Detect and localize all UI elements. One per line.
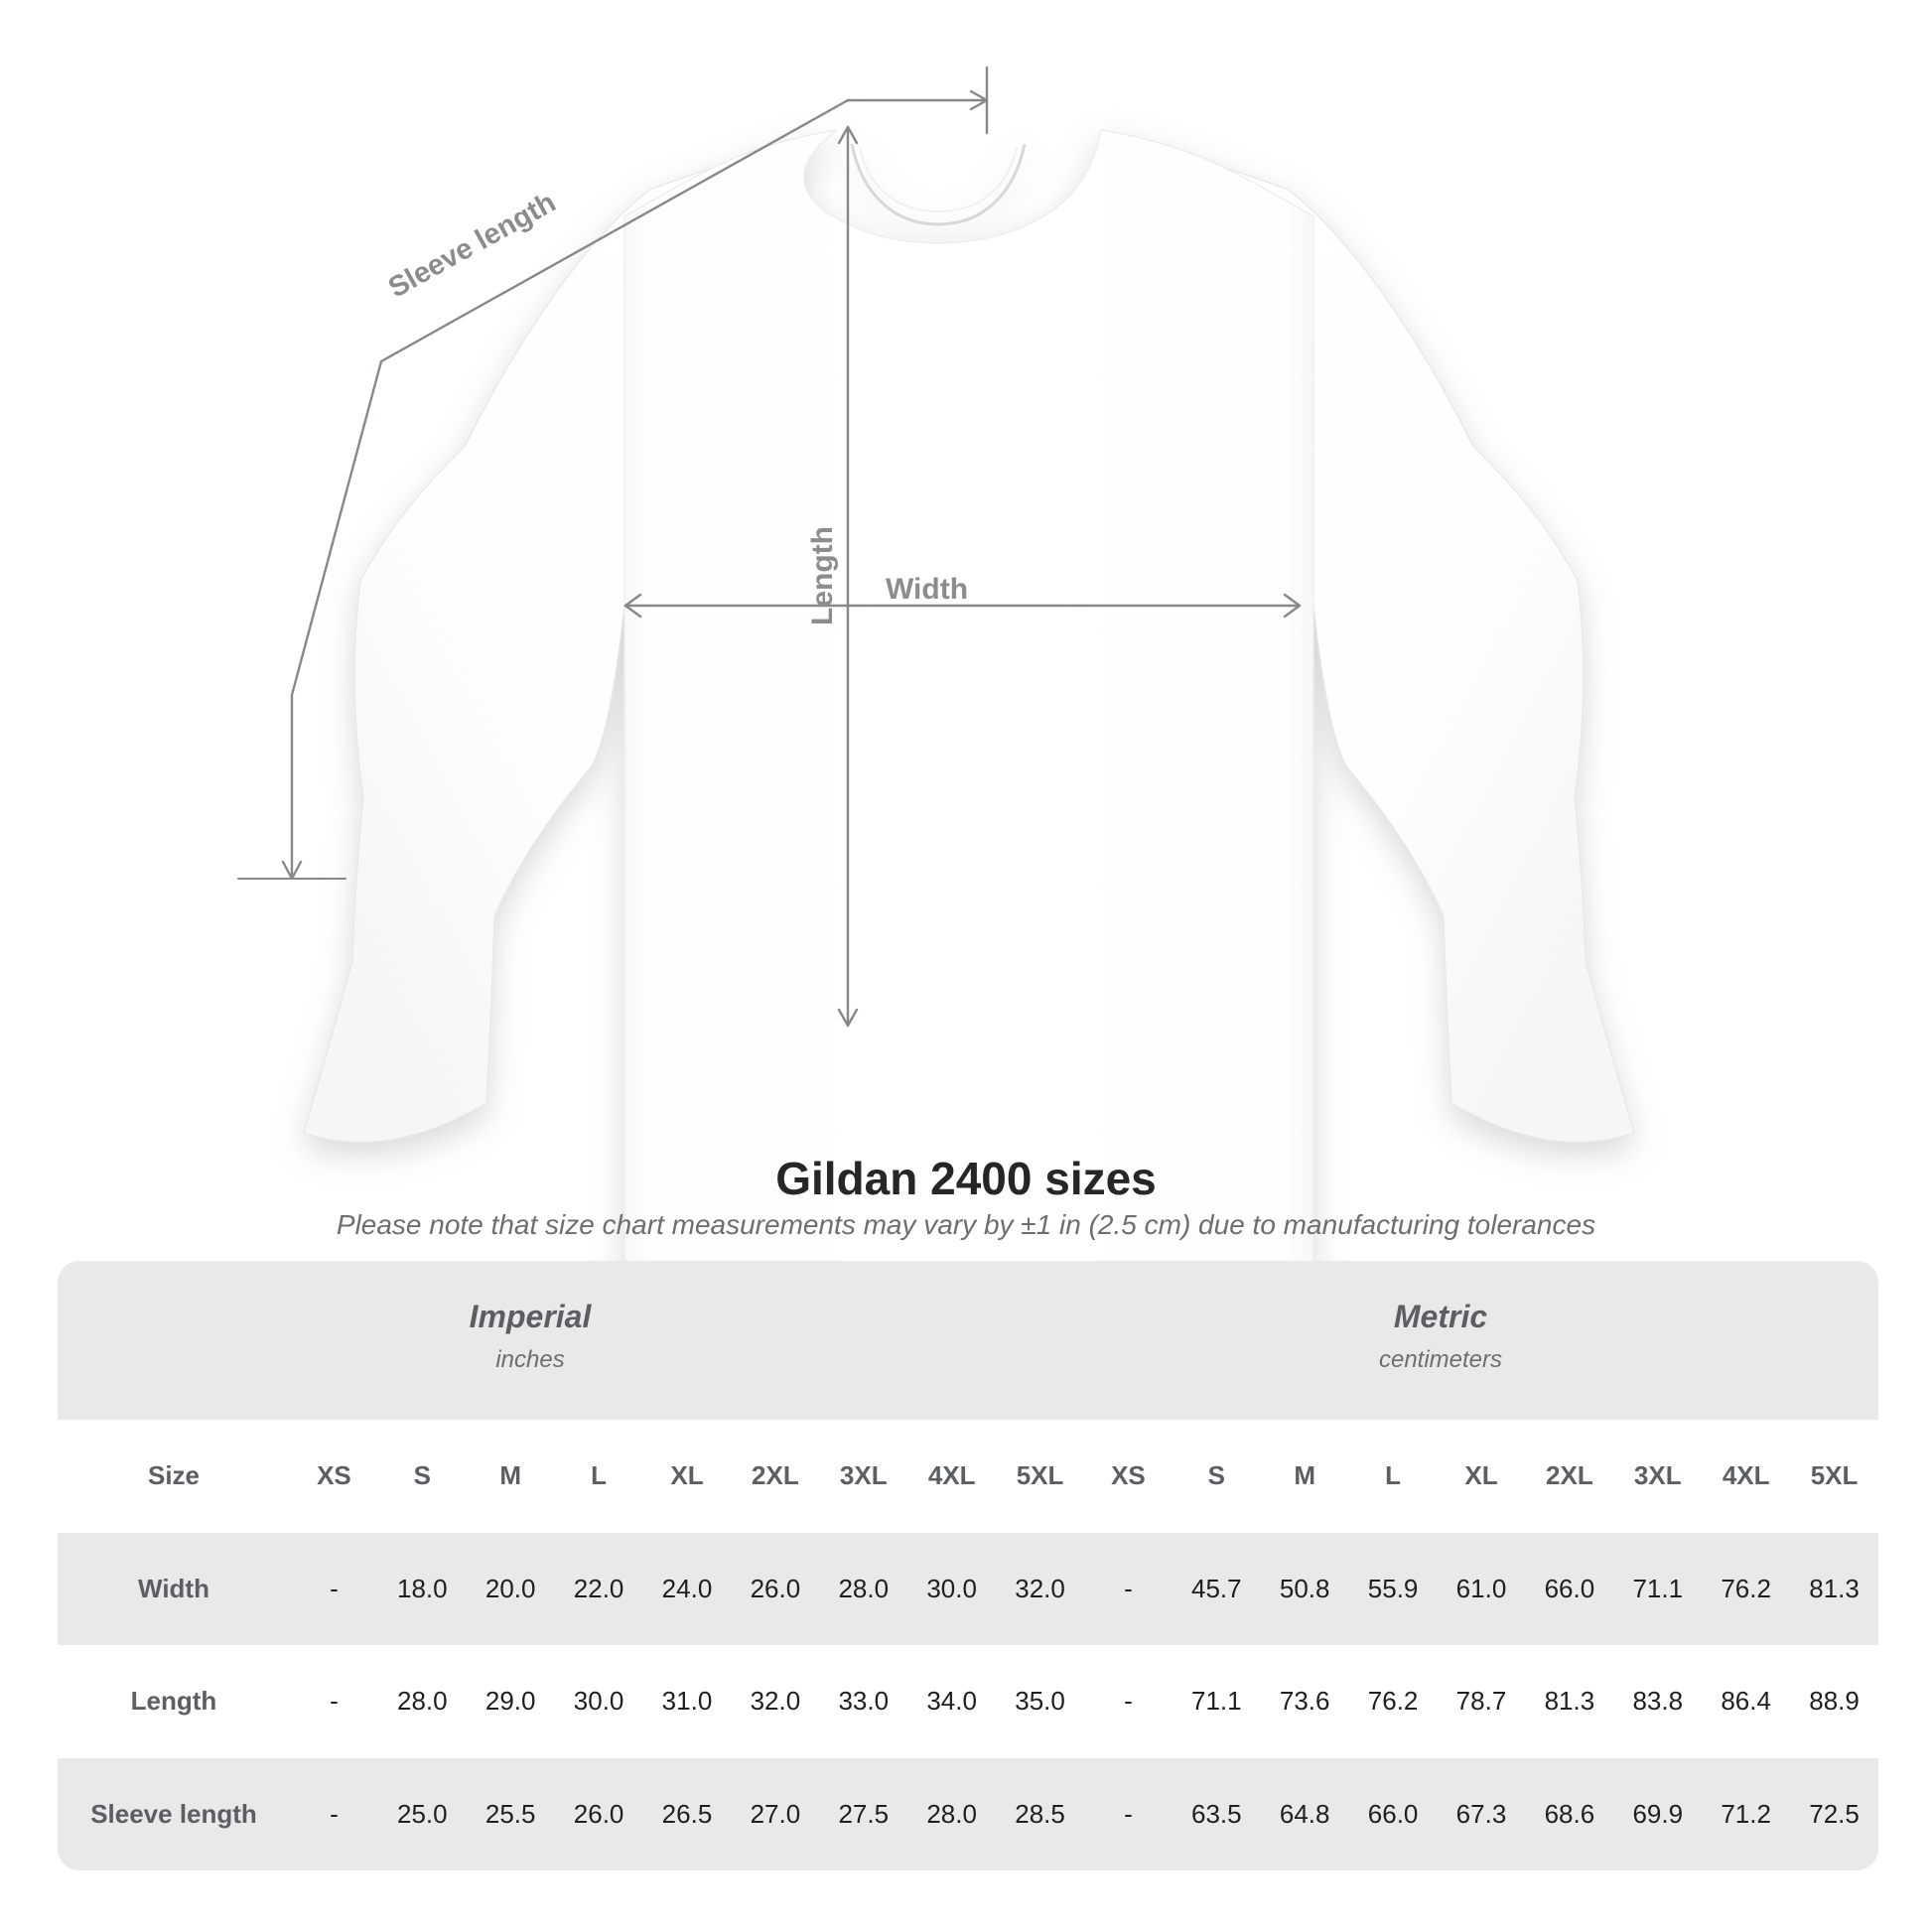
svg-text:Sleeve length: Sleeve length: [383, 187, 561, 305]
svg-text:Width: Width: [886, 573, 968, 606]
svg-text:Length: Length: [806, 526, 839, 625]
